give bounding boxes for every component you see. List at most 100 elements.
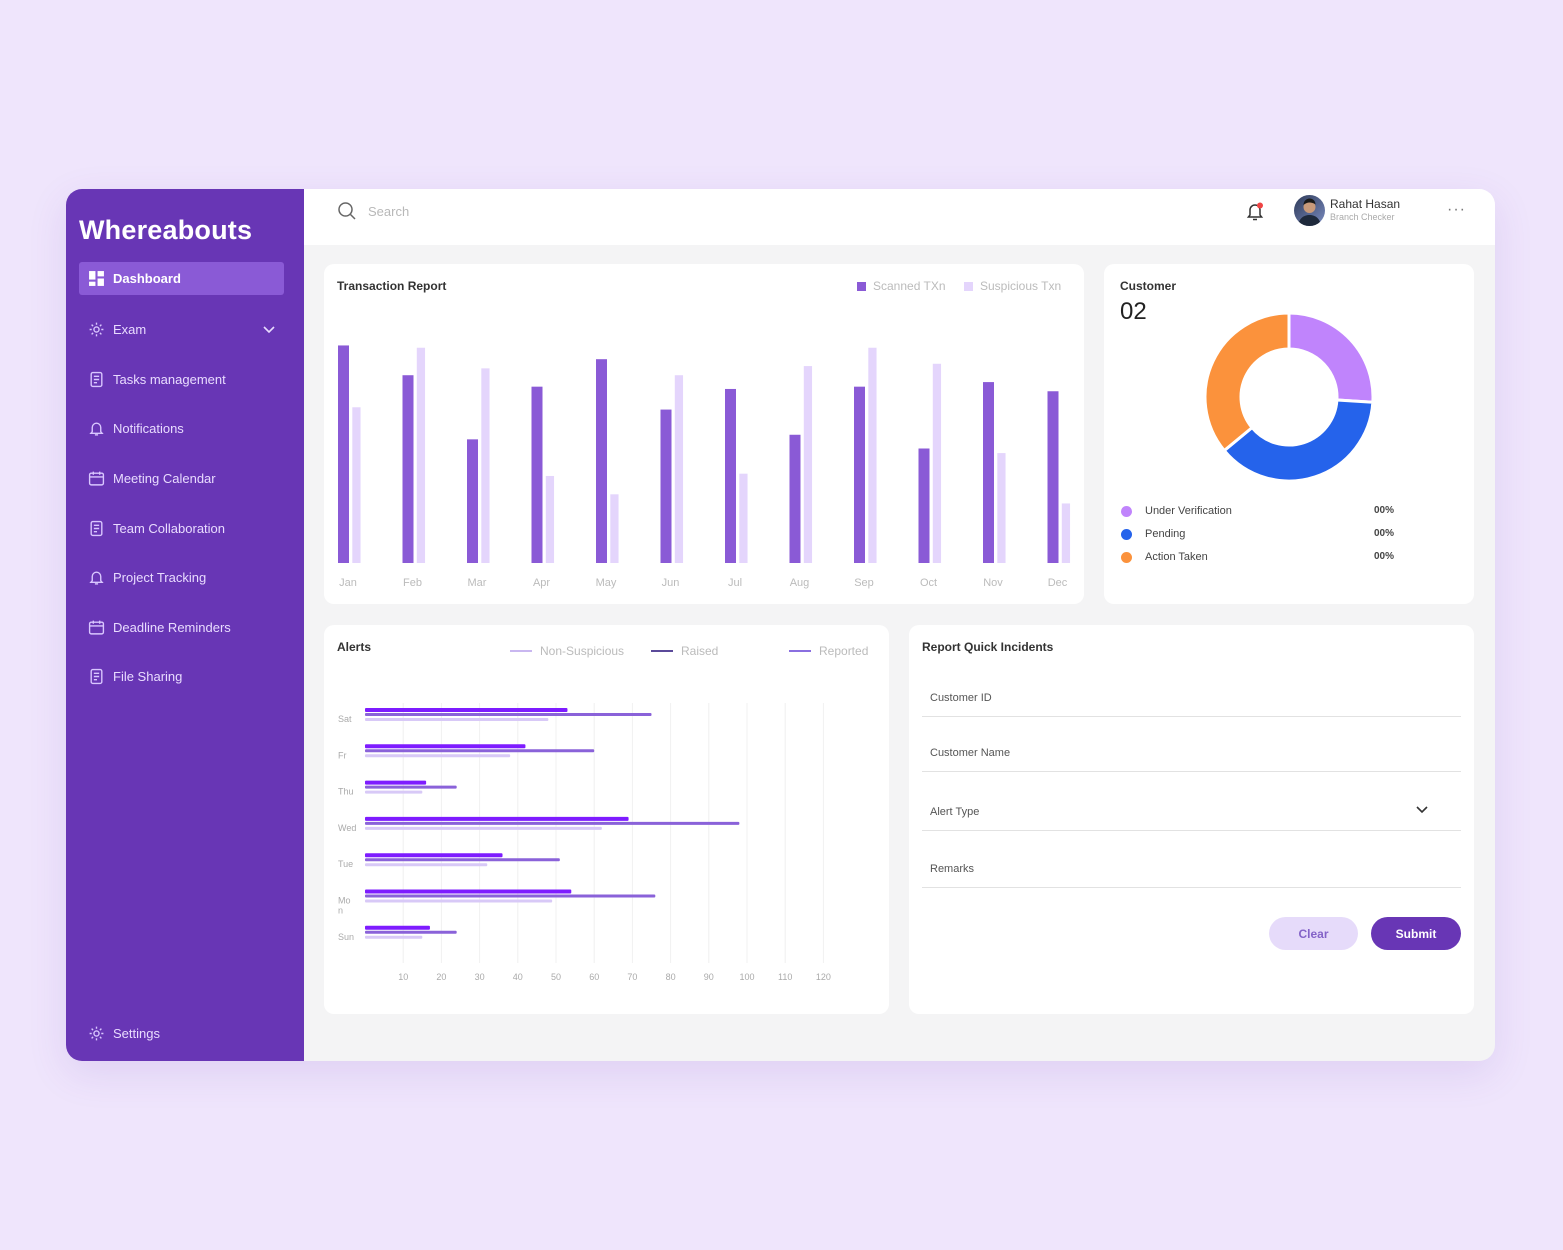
remarks-field xyxy=(922,848,1461,888)
sidebar-item-project-tracking[interactable]: Project Tracking xyxy=(79,561,284,594)
x-tick-label: Jun xyxy=(662,577,680,589)
sidebar-item-tasks-management[interactable]: Tasks management xyxy=(79,363,284,396)
legend-under-verification: Under Verification 00% xyxy=(1121,504,1401,520)
x-tick-label: Feb xyxy=(403,577,422,589)
chevron-down-icon[interactable] xyxy=(1415,802,1429,816)
calendar-icon xyxy=(87,470,105,488)
settings-icon xyxy=(87,1025,105,1043)
clear-button[interactable]: Clear xyxy=(1269,917,1358,950)
bar-suspicious-txn-jun xyxy=(674,375,684,563)
x-tick-label: 90 xyxy=(704,972,714,982)
bar-suspicious-txn-may xyxy=(610,494,619,563)
x-tick-label: Nov xyxy=(983,577,1003,589)
x-tick-label: 30 xyxy=(475,972,485,982)
bar-non-suspicious-thu xyxy=(365,790,423,794)
legend-value: 00% xyxy=(1374,528,1395,539)
report-incidents-title: Report Quick Incidents xyxy=(922,640,1054,654)
alerts-bar-chart: 10 20 30 40 50 60 70 80 90 100 110 120 Sat Fr Thu Wed Tu… xyxy=(338,703,831,982)
customer-card: Customer 02 Under Verification 00% Pendi… xyxy=(1104,264,1474,604)
sidebar-item-file-sharing[interactable]: File Sharing xyxy=(79,660,284,693)
x-tick-label: 50 xyxy=(551,972,561,982)
dashboard-icon xyxy=(87,270,105,288)
slice-under-verification xyxy=(1287,311,1375,404)
document-icon xyxy=(87,520,105,538)
legend-label: Under Verification xyxy=(1145,505,1232,517)
x-tick-label: 60 xyxy=(589,972,599,982)
legend-value: 00% xyxy=(1374,551,1395,562)
customer-donut-chart xyxy=(1203,311,1375,483)
bar-raised-sat xyxy=(365,708,568,712)
legend-line xyxy=(510,650,532,652)
customer-name-field xyxy=(922,732,1461,772)
bell-icon xyxy=(87,569,105,587)
bar-suspicious-txn-oct xyxy=(932,363,942,563)
legend-label: Raised xyxy=(681,644,719,658)
bar-raised-wed xyxy=(365,816,629,821)
legend-label: Reported xyxy=(819,644,869,658)
customer-name-input[interactable] xyxy=(930,747,1410,759)
x-tick-label: 120 xyxy=(816,972,831,982)
legend-pending: Pending 00% xyxy=(1121,527,1401,543)
sidebar-item-label: Exam xyxy=(113,322,147,337)
chevron-down-icon[interactable] xyxy=(262,322,276,336)
legend-suspicious-txn: Suspicious Txn xyxy=(964,279,1061,293)
top-bar: Rahat Hasan Branch Checker ··· xyxy=(304,189,1495,245)
search-icon[interactable] xyxy=(337,201,357,221)
sidebar-item-label: Settings xyxy=(113,1026,160,1041)
legend-dot xyxy=(1121,506,1132,517)
x-tick-label: 80 xyxy=(666,972,676,982)
bar-suspicious-txn-dec xyxy=(1061,503,1071,563)
bar-raised-mon xyxy=(365,889,572,894)
bar-suspicious-txn-mar xyxy=(481,368,490,563)
x-tick-label: 110 xyxy=(778,972,792,982)
bar-non-suspicious-mon xyxy=(365,899,553,903)
customer-id-input[interactable] xyxy=(930,692,1410,704)
app-window: Whereabouts Dashboard Exam Tasks managem… xyxy=(66,189,1495,1061)
bar-reported-mon xyxy=(365,894,656,898)
legend-line xyxy=(651,650,673,652)
legend-label: Pending xyxy=(1145,528,1186,540)
legend-non-suspicious: Non-Suspicious xyxy=(510,644,624,658)
bar-reported-sat xyxy=(365,713,652,716)
bar-raised-fr xyxy=(365,744,526,749)
alert-type-select[interactable] xyxy=(930,806,1410,818)
y-tick-label: Sat xyxy=(338,714,352,724)
bar-suspicious-txn-jul xyxy=(739,473,748,563)
search-input[interactable] xyxy=(368,199,668,223)
sidebar-item-notifications[interactable]: Notifications xyxy=(79,412,284,445)
sidebar-item-exam[interactable]: Exam xyxy=(79,313,284,346)
bar-suspicious-txn-feb xyxy=(416,347,426,563)
legend-swatch xyxy=(857,281,866,291)
bar-reported-thu xyxy=(365,785,457,789)
bar-non-suspicious-fr xyxy=(365,754,511,758)
legend-label: Non-Suspicious xyxy=(540,644,625,658)
sidebar-item-label: Meeting Calendar xyxy=(113,471,216,486)
sidebar-item-deadline-reminders[interactable]: Deadline Reminders xyxy=(79,611,284,644)
bar-scanned-txn-jun xyxy=(660,409,672,563)
submit-button[interactable]: Submit xyxy=(1371,917,1461,950)
x-tick-label: Sep xyxy=(854,577,874,589)
sidebar-item-settings[interactable]: Settings xyxy=(79,1017,284,1050)
sidebar-item-team-collaboration[interactable]: Team Collaboration xyxy=(79,512,284,545)
sidebar-item-meeting-calendar[interactable]: Meeting Calendar xyxy=(79,462,284,495)
legend-reported: Reported xyxy=(789,644,868,658)
document-icon xyxy=(87,668,105,686)
bar-suspicious-txn-nov xyxy=(997,453,1006,563)
sidebar-item-label: Dashboard xyxy=(113,271,181,286)
bar-reported-fr xyxy=(365,749,595,753)
bar-reported-sun xyxy=(365,930,457,934)
x-tick-label: Aug xyxy=(790,577,810,589)
sidebar-item-label: Project Tracking xyxy=(113,570,207,585)
notification-bell-icon[interactable] xyxy=(1244,200,1266,222)
sidebar-item-label: Notifications xyxy=(113,421,184,436)
y-tick-label: Fr xyxy=(338,750,347,760)
bar-scanned-txn-dec xyxy=(1047,391,1059,563)
avatar[interactable] xyxy=(1294,195,1325,226)
sidebar-item-label: File Sharing xyxy=(113,669,183,684)
more-options-icon[interactable]: ··· xyxy=(1447,201,1466,218)
legend-swatch xyxy=(964,281,973,291)
bar-suspicious-txn-sep xyxy=(868,347,877,563)
sidebar-item-dashboard[interactable]: Dashboard xyxy=(79,262,284,295)
remarks-input[interactable] xyxy=(930,863,1410,875)
y-tick-label: Wed xyxy=(338,823,356,833)
